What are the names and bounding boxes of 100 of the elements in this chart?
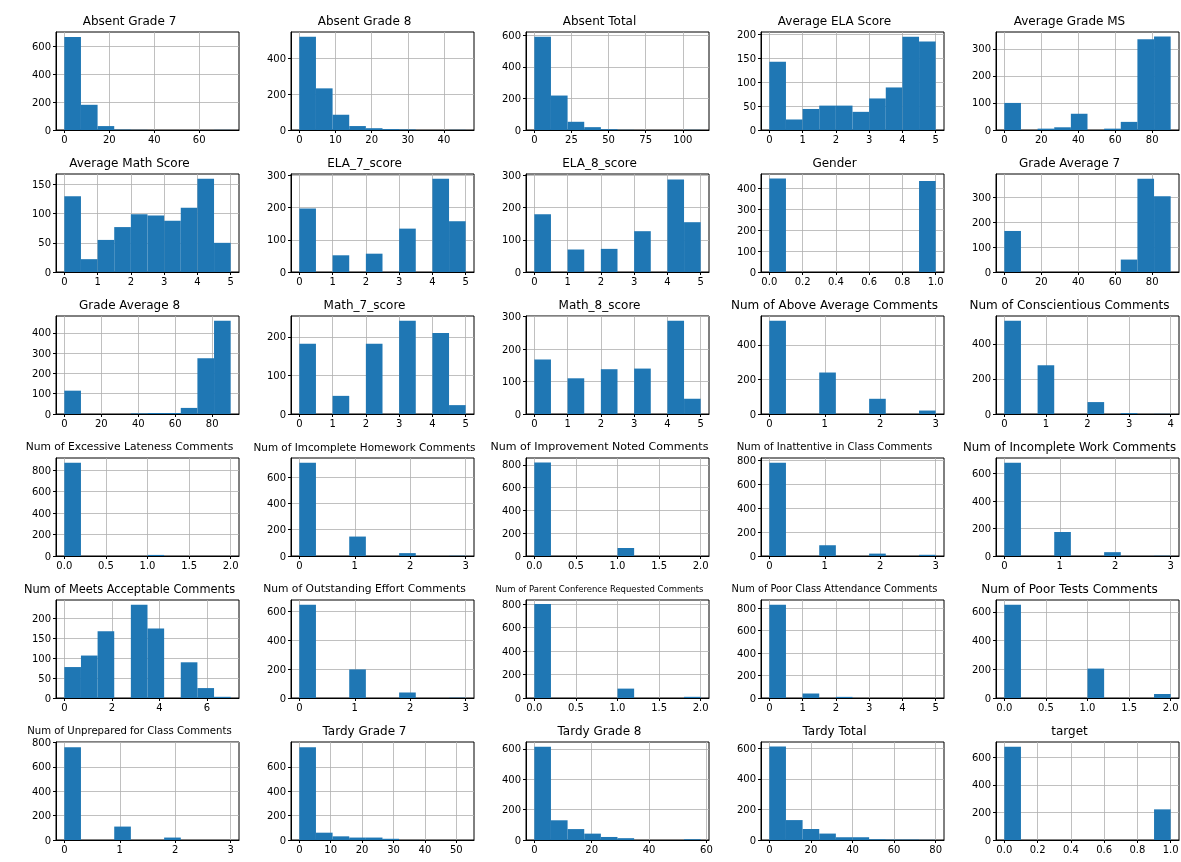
x-tick-label: 2: [407, 559, 414, 571]
y-tick-label: 200: [266, 331, 286, 343]
x-tick-label: 4: [1167, 417, 1174, 429]
y-tick-label: 0: [749, 266, 756, 278]
x-tick-label: 3: [630, 417, 638, 429]
x-tick-label: 0.2: [1029, 843, 1046, 855]
y-tick-label: 0: [749, 550, 756, 562]
y-tick-label: 150: [31, 632, 51, 644]
x-tick-label: 1: [1042, 417, 1050, 429]
y-tick-label: 0: [984, 266, 991, 278]
chart-title: Num of Meets Acceptable Comments: [22, 582, 237, 596]
y-tick-label: 0: [514, 834, 521, 846]
y-tick-label: 0: [279, 834, 286, 846]
x-tick-label: 20: [365, 133, 379, 145]
y-tick-label: 100: [971, 241, 991, 253]
y-tick-label: 0: [984, 550, 991, 562]
y-tick-label: 400: [31, 785, 51, 797]
y-tick-label: 400: [266, 785, 286, 797]
x-tick-label: 1: [564, 417, 571, 429]
y-tick-label: 0: [514, 266, 521, 278]
x-tick-label: 5: [227, 275, 234, 287]
y-tick-label: 200: [736, 803, 756, 815]
y-tick-label: 0: [749, 408, 756, 420]
x-tick-label: 4: [194, 275, 201, 287]
chart-title: Num of Outstanding Effort Comments: [262, 582, 467, 596]
y-tick-label: 600: [266, 761, 286, 773]
x-tick-label: 80: [929, 843, 943, 855]
chart-title: Math_7_score: [322, 298, 407, 312]
x-tick-label: 0: [296, 559, 303, 571]
x-tick-label: 4: [664, 275, 671, 287]
x-tick-label: 0: [766, 843, 773, 855]
x-tick-label: 40: [147, 133, 161, 145]
y-tick-label: 0: [514, 124, 521, 136]
x-tick-label: 0: [766, 417, 773, 429]
y-tick-label: 600: [31, 761, 51, 773]
x-tick-label: 3: [462, 559, 469, 571]
x-tick-label: 1.5: [651, 559, 668, 571]
x-tick-label: 2: [832, 133, 840, 145]
x-tick-label: 0.5: [567, 701, 584, 713]
x-tick-label: 1.5: [181, 559, 198, 571]
y-tick-label: 200: [971, 70, 991, 82]
y-tick-label: 100: [31, 208, 51, 220]
y-tick-label: 600: [31, 40, 51, 52]
x-tick-label: 2: [877, 559, 884, 571]
chart-title: Math_8_score: [557, 298, 642, 312]
y-tick-label: 200: [971, 806, 991, 818]
x-tick-label: 4: [156, 701, 163, 713]
x-tick-label: 0.5: [567, 559, 584, 571]
y-tick-label: 300: [501, 311, 521, 323]
chart-title: Num of Incomplete Work Comments: [961, 440, 1178, 454]
x-tick-label: 5: [932, 133, 939, 145]
x-tick-label: 0: [1001, 559, 1008, 571]
y-tick-label: 0: [749, 692, 756, 704]
x-tick-label: 20: [94, 417, 108, 429]
x-tick-label: 4: [899, 701, 906, 713]
y-tick-label: 200: [736, 670, 756, 682]
y-tick-label: 100: [736, 76, 756, 88]
x-tick-label: 0.0: [526, 701, 543, 713]
y-tick-label: 400: [971, 779, 991, 791]
x-tick-label: 4: [899, 133, 906, 145]
x-tick-label: 2: [362, 275, 370, 287]
y-tick-label: 0: [44, 266, 51, 278]
chart-title: Tardy Grade 8: [556, 724, 643, 738]
x-tick-label: 3: [630, 275, 638, 287]
chart-title: Gender: [811, 156, 858, 170]
x-tick-label: 40: [1071, 133, 1085, 145]
y-tick-label: 400: [736, 773, 756, 785]
x-tick-label: 1.5: [651, 701, 668, 713]
x-tick-label: 5: [462, 275, 469, 287]
y-tick-label: 200: [31, 96, 51, 108]
x-tick-label: 3: [462, 701, 469, 713]
x-tick-label: 0.8: [1129, 843, 1146, 855]
x-tick-label: 20: [804, 843, 818, 855]
y-tick-label: 200: [31, 367, 51, 379]
x-tick-label: 30: [387, 843, 400, 855]
x-tick-label: 2: [597, 417, 605, 429]
y-tick-label: 0: [279, 408, 286, 420]
x-tick-label: 2.0: [692, 701, 709, 713]
x-tick-label: 0.5: [1037, 701, 1054, 713]
x-tick-label: 40: [642, 843, 656, 855]
x-tick-label: 0: [766, 701, 773, 713]
chart-title: Tardy Total: [801, 724, 868, 738]
x-tick-label: 1: [564, 275, 571, 287]
x-tick-label: 20: [102, 133, 116, 145]
y-tick-label: 200: [736, 28, 756, 40]
x-tick-label: 40: [846, 843, 859, 855]
chart-title: Average Math Score: [68, 156, 191, 170]
x-tick-label: 5: [462, 417, 469, 429]
y-tick-label: 600: [501, 29, 521, 41]
x-tick-label: 0.0: [526, 559, 543, 571]
x-tick-label: 0: [61, 417, 68, 429]
y-tick-label: 100: [501, 376, 521, 388]
y-tick-label: 200: [501, 669, 521, 681]
y-tick-label: 200: [971, 523, 991, 535]
y-tick-label: 400: [971, 338, 991, 350]
x-tick-label: 0: [531, 417, 538, 429]
x-tick-label: 5: [697, 275, 704, 287]
x-tick-label: 0: [531, 275, 538, 287]
y-tick-label: 400: [31, 327, 51, 339]
y-tick-label: 0: [279, 692, 286, 704]
